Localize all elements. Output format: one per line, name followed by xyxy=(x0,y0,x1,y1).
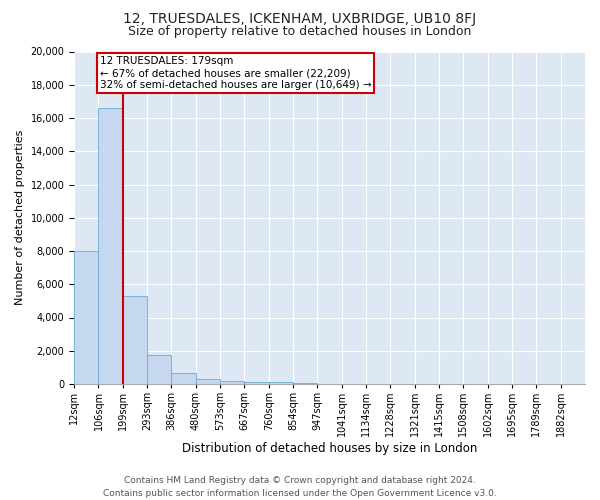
Bar xyxy=(196,379,220,384)
Bar xyxy=(74,251,98,384)
Bar xyxy=(244,382,269,384)
Bar xyxy=(269,382,293,384)
Y-axis label: Number of detached properties: Number of detached properties xyxy=(15,130,25,306)
X-axis label: Distribution of detached houses by size in London: Distribution of detached houses by size … xyxy=(182,442,477,455)
Bar xyxy=(172,373,196,384)
Text: Contains HM Land Registry data © Crown copyright and database right 2024.
Contai: Contains HM Land Registry data © Crown c… xyxy=(103,476,497,498)
Bar xyxy=(98,108,123,384)
Text: 12, TRUESDALES, ICKENHAM, UXBRIDGE, UB10 8FJ: 12, TRUESDALES, ICKENHAM, UXBRIDGE, UB10… xyxy=(124,12,476,26)
Text: 12 TRUESDALES: 179sqm
← 67% of detached houses are smaller (22,209)
32% of semi-: 12 TRUESDALES: 179sqm ← 67% of detached … xyxy=(100,56,371,90)
Bar xyxy=(123,296,147,384)
Bar xyxy=(220,380,244,384)
Text: Size of property relative to detached houses in London: Size of property relative to detached ho… xyxy=(128,25,472,38)
Bar xyxy=(147,355,172,384)
